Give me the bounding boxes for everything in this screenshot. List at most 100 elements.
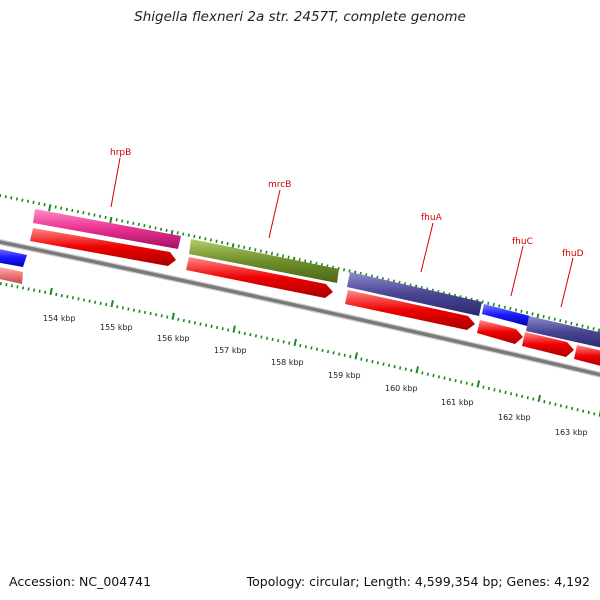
minor-tick <box>182 232 185 236</box>
minor-tick <box>471 382 474 387</box>
minor-tick <box>570 321 573 325</box>
major-tick <box>537 394 542 403</box>
minor-tick <box>126 220 129 224</box>
scale-label: 155 kbp <box>100 323 133 332</box>
minor-tick <box>10 284 13 288</box>
minor-tick <box>99 301 102 306</box>
cds-fhuA-arrow <box>345 290 475 330</box>
minor-tick <box>5 283 8 287</box>
minor-tick <box>559 404 563 408</box>
minor-tick <box>410 368 413 373</box>
major-tick <box>354 352 358 360</box>
minor-tick <box>465 381 468 385</box>
minor-tick <box>338 352 341 356</box>
minor-tick <box>148 225 152 229</box>
minor-tick <box>460 380 463 384</box>
minor-tick <box>204 237 207 241</box>
label-line-hrpB <box>110 157 121 208</box>
major-tick <box>232 325 236 333</box>
minor-tick <box>160 314 163 318</box>
minor-tick <box>498 389 502 393</box>
cds-left-salmon <box>0 267 23 284</box>
minor-tick <box>576 408 579 412</box>
minor-tick <box>226 242 229 246</box>
minor-tick <box>525 310 529 315</box>
genome-summary: Topology: circular; Length: 4,599,354 bp… <box>246 574 590 589</box>
minor-tick <box>498 304 501 308</box>
minor-tick <box>376 361 380 365</box>
minor-tick <box>221 327 224 331</box>
minor-tick <box>198 236 201 240</box>
minor-tick <box>215 239 218 243</box>
minor-tick <box>271 337 274 342</box>
cds-hrpB-arrow <box>30 228 176 266</box>
minor-tick <box>105 302 108 307</box>
minor-tick <box>587 410 590 415</box>
minor-tick <box>342 268 346 272</box>
minor-tick <box>132 308 135 312</box>
feature-mrcB <box>189 239 339 283</box>
minor-tick <box>492 303 495 307</box>
minor-tick <box>487 386 490 391</box>
minor-tick <box>365 358 368 362</box>
minor-tick <box>193 234 196 239</box>
minor-tick <box>575 323 579 327</box>
minor-tick <box>426 372 429 376</box>
minor-tick <box>199 322 202 326</box>
minor-tick <box>149 311 152 316</box>
minor-tick <box>360 357 363 361</box>
minor-tick <box>176 231 179 235</box>
minor-tick <box>159 227 163 231</box>
minor-tick <box>454 379 457 383</box>
gene-label-fhuC: fhuC <box>512 237 533 247</box>
scale-label: 156 kbp <box>157 334 190 343</box>
minor-tick <box>581 324 584 328</box>
minor-tick <box>0 281 2 286</box>
feature-fhuC <box>482 304 530 326</box>
minor-tick <box>315 347 319 351</box>
gene-label-fhuA: fhuA <box>421 213 443 223</box>
minor-tick <box>248 246 251 251</box>
scale-label: 157 kbp <box>214 346 247 355</box>
minor-tick <box>482 385 485 389</box>
minor-tick <box>298 258 301 262</box>
minor-tick <box>326 350 330 354</box>
major-tick <box>293 338 297 347</box>
minor-tick <box>287 255 290 259</box>
minor-tick <box>38 201 41 206</box>
minor-tick <box>282 340 285 344</box>
feature-hrpB <box>33 209 181 249</box>
scale-label: 159 kbp <box>328 371 361 380</box>
minor-tick <box>154 226 157 230</box>
scale-label: 154 kbp <box>43 314 76 323</box>
minor-tick <box>559 319 562 323</box>
feature-blue-left <box>0 249 27 267</box>
minor-tick <box>554 402 557 406</box>
minor-tick <box>432 373 435 378</box>
feature-fhuA <box>347 272 482 316</box>
minor-tick <box>521 394 524 398</box>
minor-tick <box>515 393 518 397</box>
minor-tick <box>38 289 41 293</box>
label-line-fhuA <box>420 222 434 273</box>
minor-tick <box>33 288 36 292</box>
minor-tick <box>592 327 595 331</box>
minor-tick <box>98 214 102 218</box>
minor-tick <box>71 296 74 300</box>
inner-tick-marks <box>0 281 600 417</box>
minor-tick <box>304 345 307 349</box>
minor-tick <box>143 224 146 228</box>
minor-tick <box>448 377 452 382</box>
minor-tick <box>582 409 585 413</box>
minor-tick <box>88 299 91 303</box>
gene-label-hrpB: hrpB <box>110 148 131 158</box>
minor-tick <box>76 210 79 214</box>
minor-tick <box>132 221 135 225</box>
minor-tick <box>216 325 219 330</box>
minor-tick <box>0 194 2 198</box>
minor-tick <box>509 306 512 311</box>
minor-tick <box>138 309 141 313</box>
minor-tick <box>371 359 374 364</box>
minor-tick <box>503 305 506 309</box>
